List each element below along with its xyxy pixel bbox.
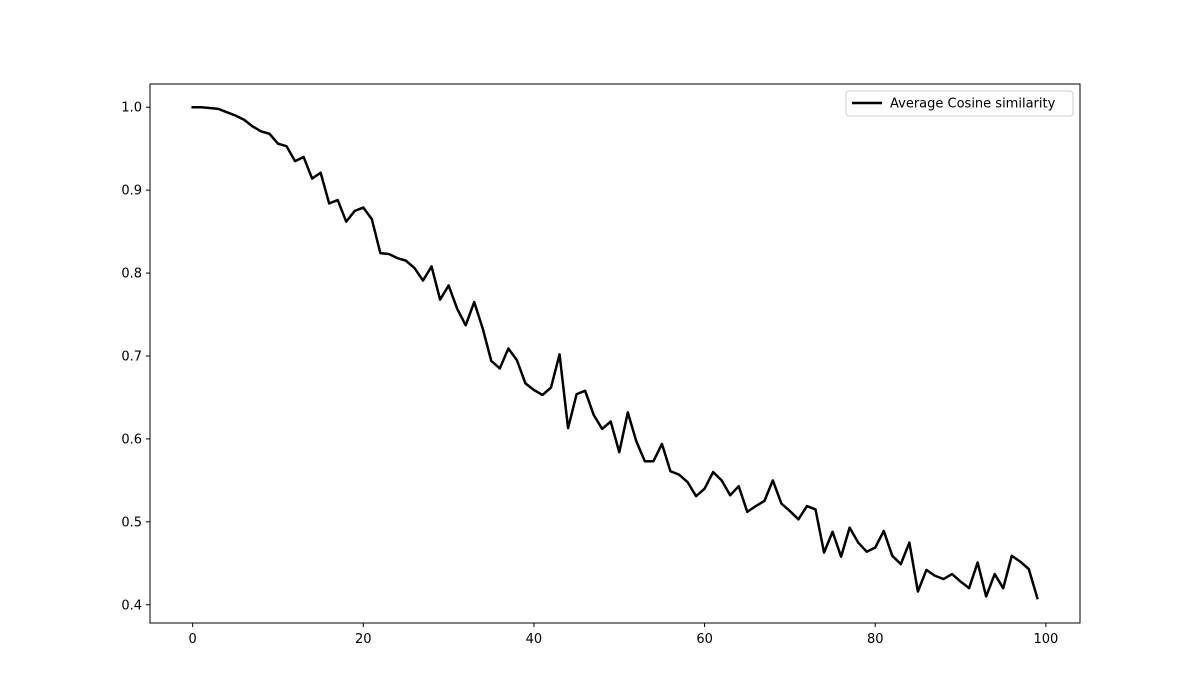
y-tick-label: 1.0 <box>121 101 142 116</box>
legend: Average Cosine similarity <box>845 90 1074 117</box>
x-axis-ticks: 0 20 40 60 80 100 <box>189 623 1058 647</box>
x-tick-label: 100 <box>1033 632 1058 647</box>
x-tick-label: 40 <box>526 632 543 647</box>
x-tick-label: 0 <box>189 632 197 647</box>
plot-area <box>150 84 1080 623</box>
x-tick-label: 60 <box>696 632 713 647</box>
series-line-average-cosine-similarity <box>191 105 1039 600</box>
y-axis-ticks: 0.4 0.5 0.6 0.7 0.8 0.9 1.0 <box>121 101 150 613</box>
y-tick-label: 0.5 <box>121 515 142 530</box>
y-tick-label: 0.7 <box>121 349 142 364</box>
y-tick-label: 0.9 <box>121 184 142 199</box>
x-tick-label: 80 <box>867 632 884 647</box>
x-tick-label: 20 <box>355 632 372 647</box>
y-tick-label: 0.8 <box>121 267 142 282</box>
series-layer <box>191 105 1039 600</box>
y-tick-label: 0.6 <box>121 432 142 447</box>
plot-frame <box>149 83 1081 624</box>
legend-box <box>845 90 1074 117</box>
legend-label: Average Cosine similarity <box>890 97 1056 112</box>
y-tick-label: 0.4 <box>121 598 142 613</box>
